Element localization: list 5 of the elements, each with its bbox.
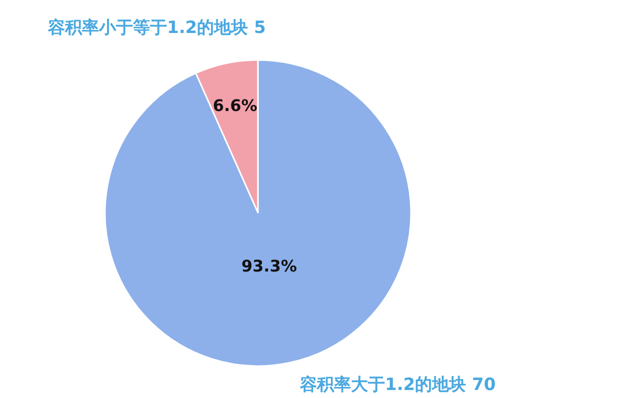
pie-slice bbox=[104, 59, 412, 367]
text: 93.3% bbox=[241, 256, 297, 276]
slice-label: 容积率小于等于1.2的地块 5 bbox=[47, 18, 266, 38]
slice-label: 容积率大于1.2的地块 70 bbox=[299, 375, 496, 395]
text: 6.6% bbox=[212, 96, 258, 116]
